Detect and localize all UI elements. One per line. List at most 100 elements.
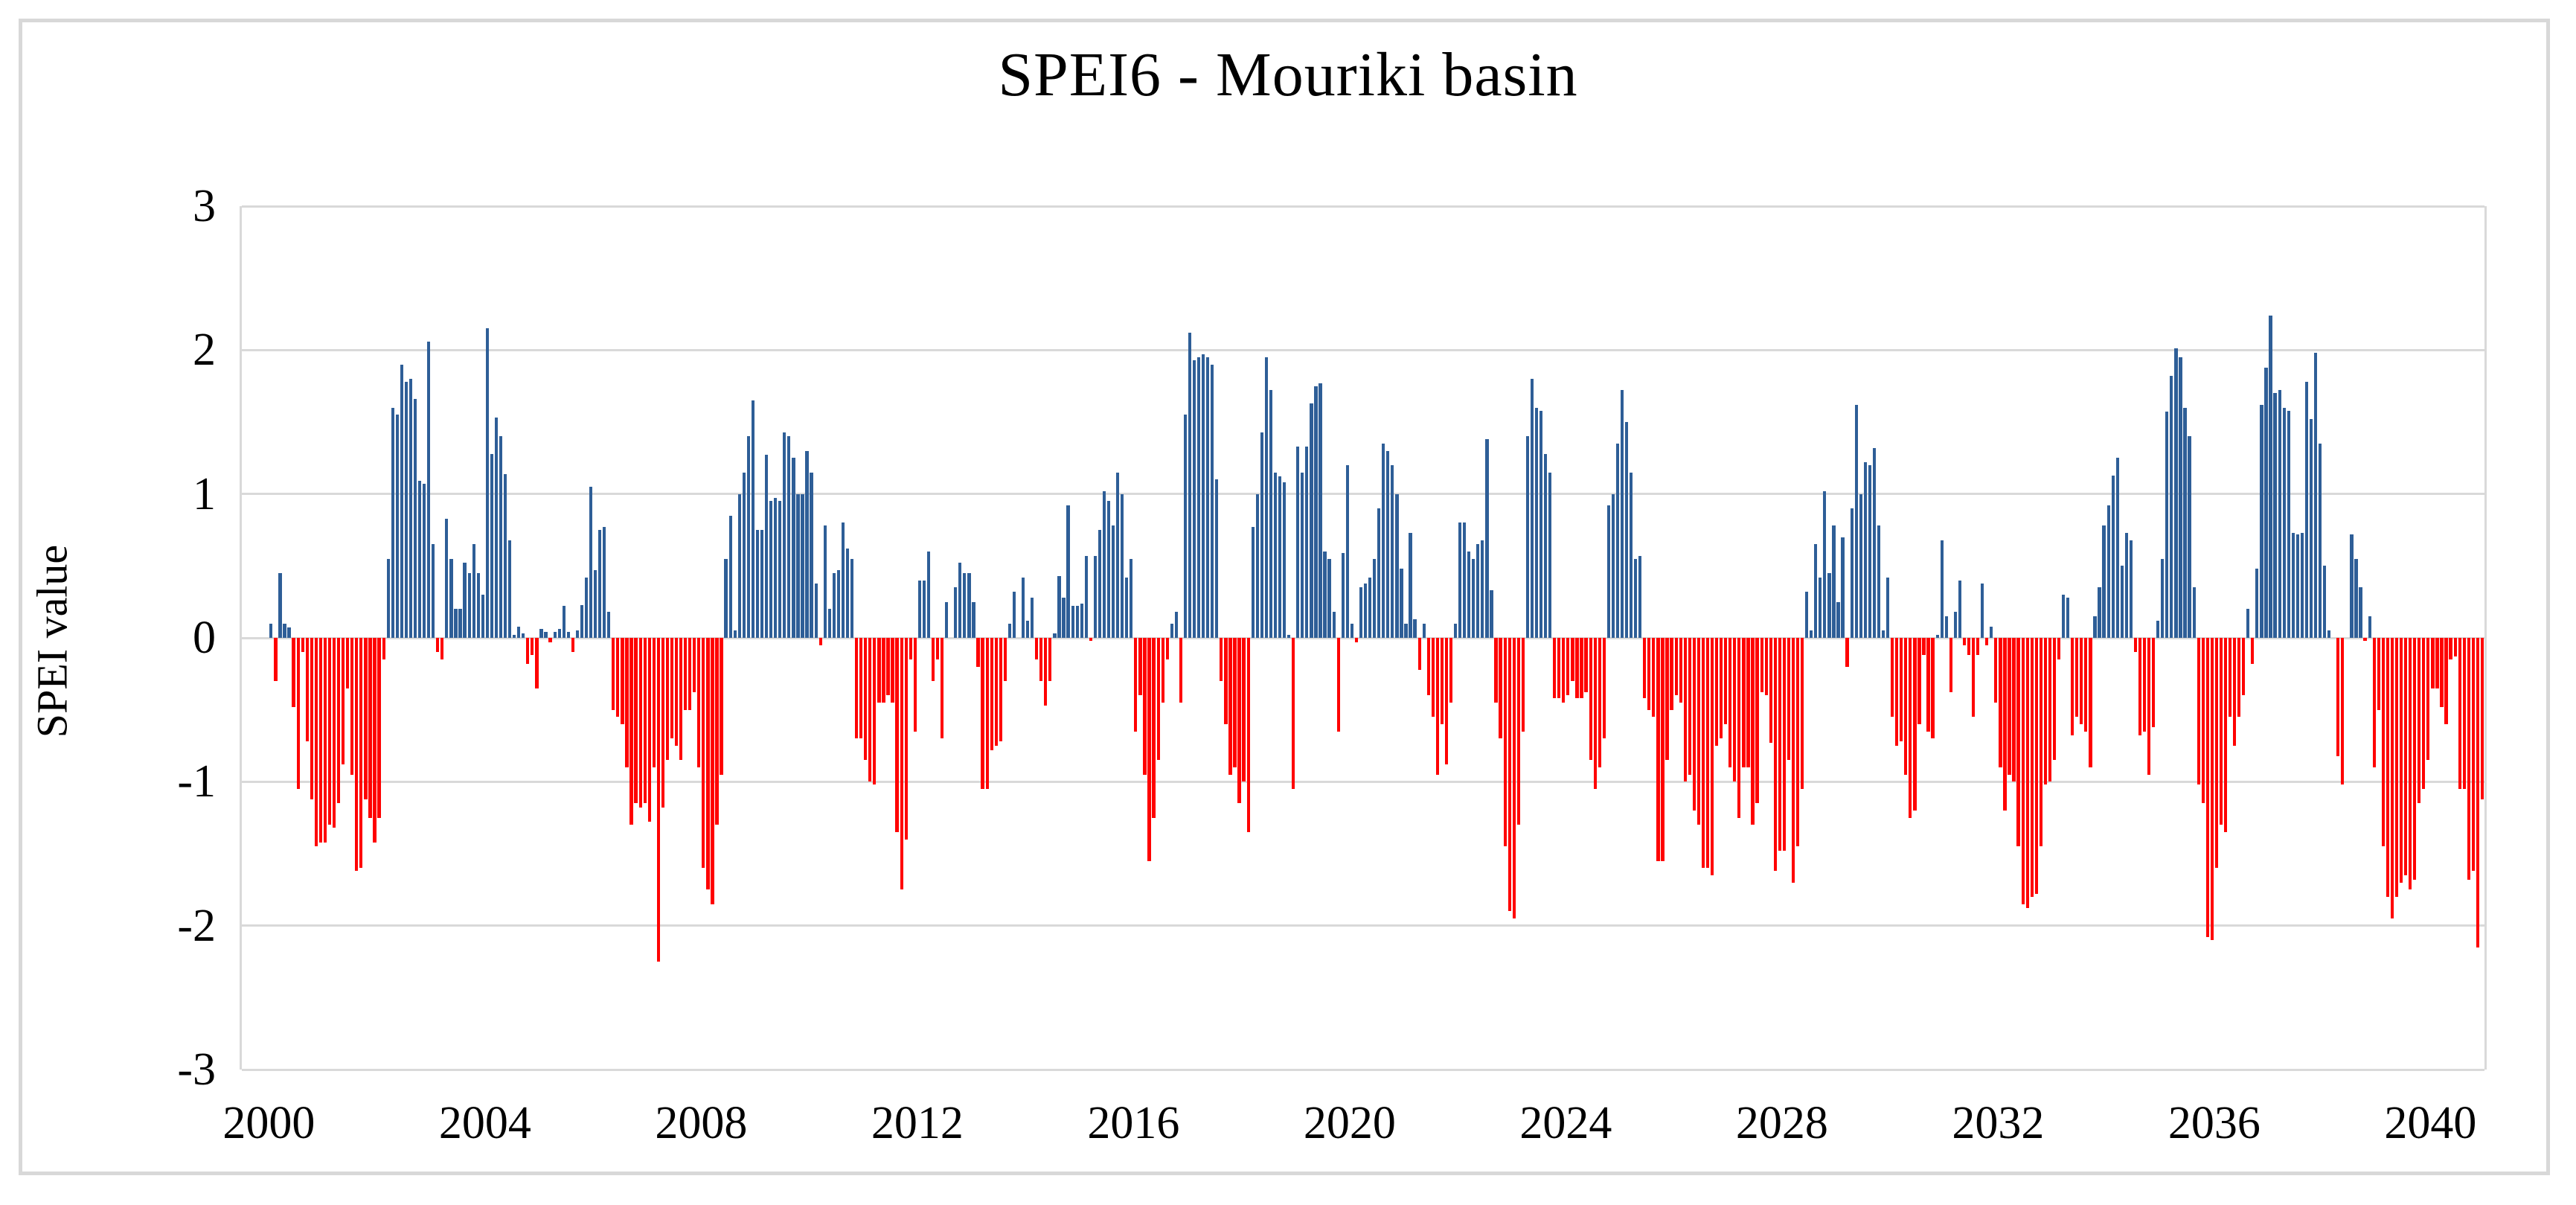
bar-2029-08 xyxy=(1868,465,1871,638)
bar-2030-05 xyxy=(1909,638,1912,818)
bar-2010-01 xyxy=(810,472,813,638)
bar-2015-01 xyxy=(1080,603,1083,638)
bar-2003-10 xyxy=(472,544,475,638)
bar-2000-04 xyxy=(283,623,286,638)
bar-2040-08 xyxy=(2462,638,2466,789)
bar-2028-01 xyxy=(1782,638,1786,851)
bar-2024-03 xyxy=(1575,638,1579,699)
x-tick-label-2000: 2000 xyxy=(222,1098,315,1148)
bar-2004-09 xyxy=(522,633,525,638)
bar-2029-02 xyxy=(1841,537,1845,638)
bar-2033-02 xyxy=(2057,638,2061,659)
bar-2021-05 xyxy=(1422,623,1426,638)
bar-2015-05 xyxy=(1098,530,1102,638)
bar-2001-03 xyxy=(332,638,336,828)
bar-2018-07 xyxy=(1269,390,1273,638)
bar-2030-08 xyxy=(1922,638,1926,656)
bar-2001-05 xyxy=(342,638,345,765)
bar-2018-05 xyxy=(1260,432,1263,638)
bar-2019-02 xyxy=(1301,472,1304,638)
bar-2022-12 xyxy=(1508,638,1511,912)
x-tick-label-2004: 2004 xyxy=(438,1098,531,1148)
bar-2021-03 xyxy=(1413,619,1417,638)
bar-2028-11 xyxy=(1827,573,1831,638)
bar-2004-06 xyxy=(507,540,512,638)
bar-2032-07 xyxy=(2025,638,2029,909)
bar-2019-07 xyxy=(1323,552,1327,638)
bar-2025-08 xyxy=(1652,638,1656,717)
bar-2002-05 xyxy=(395,415,399,638)
bar-2008-03 xyxy=(711,638,714,904)
bar-2000-07 xyxy=(296,638,300,789)
bar-2004-05 xyxy=(503,473,507,638)
bar-2016-08 xyxy=(1165,638,1169,659)
bar-2002-03 xyxy=(386,558,390,638)
bar-2006-05 xyxy=(612,638,615,710)
bar-2025-02 xyxy=(1624,422,1629,638)
x-tick-label-2008: 2008 xyxy=(655,1098,748,1148)
bar-2004-08 xyxy=(517,626,521,638)
bar-2006-09 xyxy=(629,638,633,825)
y-tick-label-2: 2 xyxy=(193,325,216,376)
bar-2007-04 xyxy=(661,638,664,808)
bar-2024-07 xyxy=(1593,638,1597,789)
bar-2036-04 xyxy=(2228,638,2232,717)
bar-2022-07 xyxy=(1485,439,1489,638)
bar-2037-11 xyxy=(2313,353,2318,638)
bar-2016-05 xyxy=(1152,638,1156,818)
bar-2038-09 xyxy=(2359,587,2362,638)
bar-2036-02 xyxy=(2219,638,2223,825)
bar-2005-12 xyxy=(589,487,593,638)
bar-2031-05 xyxy=(1962,638,1967,645)
bar-2035-11 xyxy=(2205,638,2209,938)
bar-2010-09 xyxy=(845,549,850,638)
bar-2003-09 xyxy=(467,573,471,638)
bar-2028-04 xyxy=(1795,638,1800,847)
bar-2040-12 xyxy=(2480,638,2484,799)
bar-2004-02 xyxy=(490,453,493,638)
bar-2019-08 xyxy=(1327,558,1331,638)
bar-2005-01 xyxy=(539,629,543,638)
bar-2009-09 xyxy=(792,458,795,638)
bar-2014-01 xyxy=(1025,620,1030,638)
bar-2036-09 xyxy=(2251,638,2255,664)
bar-2037-12 xyxy=(2318,444,2322,638)
bar-2038-08 xyxy=(2354,558,2358,638)
bar-2028-06 xyxy=(1805,592,1809,638)
bar-2003-11 xyxy=(476,573,480,638)
bar-2032-11 xyxy=(2043,638,2048,785)
bar-2017-11 xyxy=(1233,638,1237,767)
bar-2023-02 xyxy=(1516,638,1520,825)
y-tick-label-1: 1 xyxy=(193,468,216,520)
bar-2005-02 xyxy=(544,632,548,638)
bar-2027-10 xyxy=(1769,638,1772,744)
bar-2021-10 xyxy=(1444,638,1449,765)
bar-2013-08 xyxy=(1003,638,1007,681)
bar-2033-10 xyxy=(2093,616,2097,638)
bar-2014-10 xyxy=(1066,505,1070,638)
bar-2017-01 xyxy=(1188,333,1192,638)
bar-2009-12 xyxy=(805,450,809,638)
bar-2010-04 xyxy=(823,525,827,638)
bar-2035-10 xyxy=(2201,638,2205,804)
bar-2039-01 xyxy=(2377,638,2380,710)
bar-2009-03 xyxy=(764,455,769,638)
bar-2023-08 xyxy=(1543,453,1548,638)
bar-2000-03 xyxy=(278,573,282,638)
bar-2011-08 xyxy=(895,638,899,832)
bar-2007-10 xyxy=(688,638,692,710)
bar-2039-12 xyxy=(2426,638,2430,761)
bar-2038-07 xyxy=(2350,534,2354,638)
bar-2007-08 xyxy=(679,638,683,761)
bar-2026-04 xyxy=(1688,638,1691,775)
bar-2017-09 xyxy=(1224,638,1228,724)
bar-2015-03 xyxy=(1089,638,1092,641)
bar-2025-04 xyxy=(1634,558,1638,638)
bar-2019-04 xyxy=(1310,403,1313,638)
y-tick-label-3: 3 xyxy=(193,181,216,231)
bar-2006-03 xyxy=(603,527,606,638)
bar-2039-07 xyxy=(2403,638,2408,875)
bar-2030-11 xyxy=(1935,635,1939,638)
bar-2028-12 xyxy=(1832,525,1836,638)
